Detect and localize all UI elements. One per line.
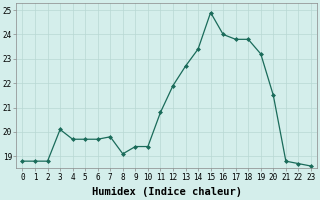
X-axis label: Humidex (Indice chaleur): Humidex (Indice chaleur) [92, 187, 242, 197]
